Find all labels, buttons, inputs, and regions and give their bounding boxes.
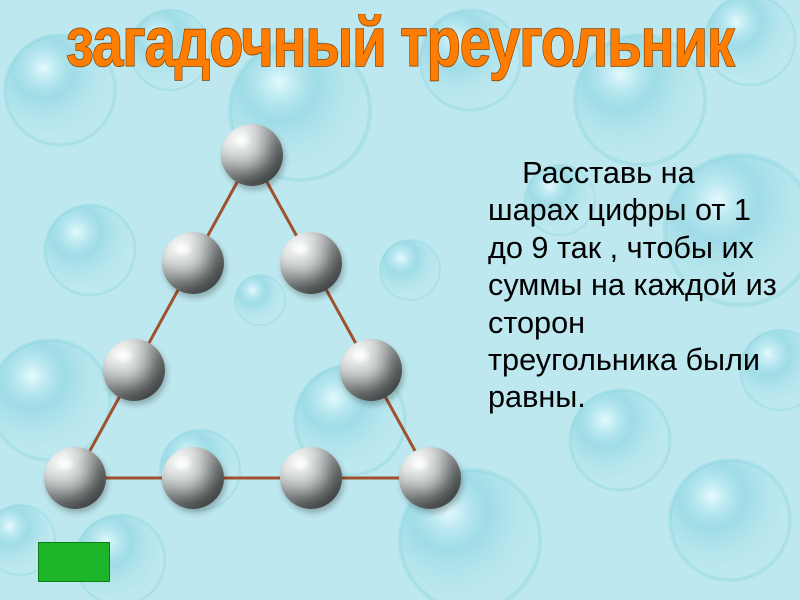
sphere-bottom-right[interactable] [399,447,461,509]
puzzle-instructions: Расставь на шарах цифры от 1 до 9 так , … [488,155,778,417]
sphere-bottom-ml[interactable] [162,447,224,509]
slide-title: загадочный треугольник [0,14,800,109]
nav-button[interactable] [38,542,110,582]
svg-text:загадочный треугольник: загадочный треугольник [66,14,735,81]
sphere-left-upper[interactable] [162,232,224,294]
sphere-top[interactable] [221,124,283,186]
sphere-bottom-left[interactable] [44,447,106,509]
slide-stage: загадочный треугольник Расставь на шарах… [0,0,800,600]
sphere-right-lower[interactable] [340,339,402,401]
sphere-bottom-mr[interactable] [280,447,342,509]
sphere-right-upper[interactable] [280,232,342,294]
sphere-left-lower[interactable] [103,339,165,401]
